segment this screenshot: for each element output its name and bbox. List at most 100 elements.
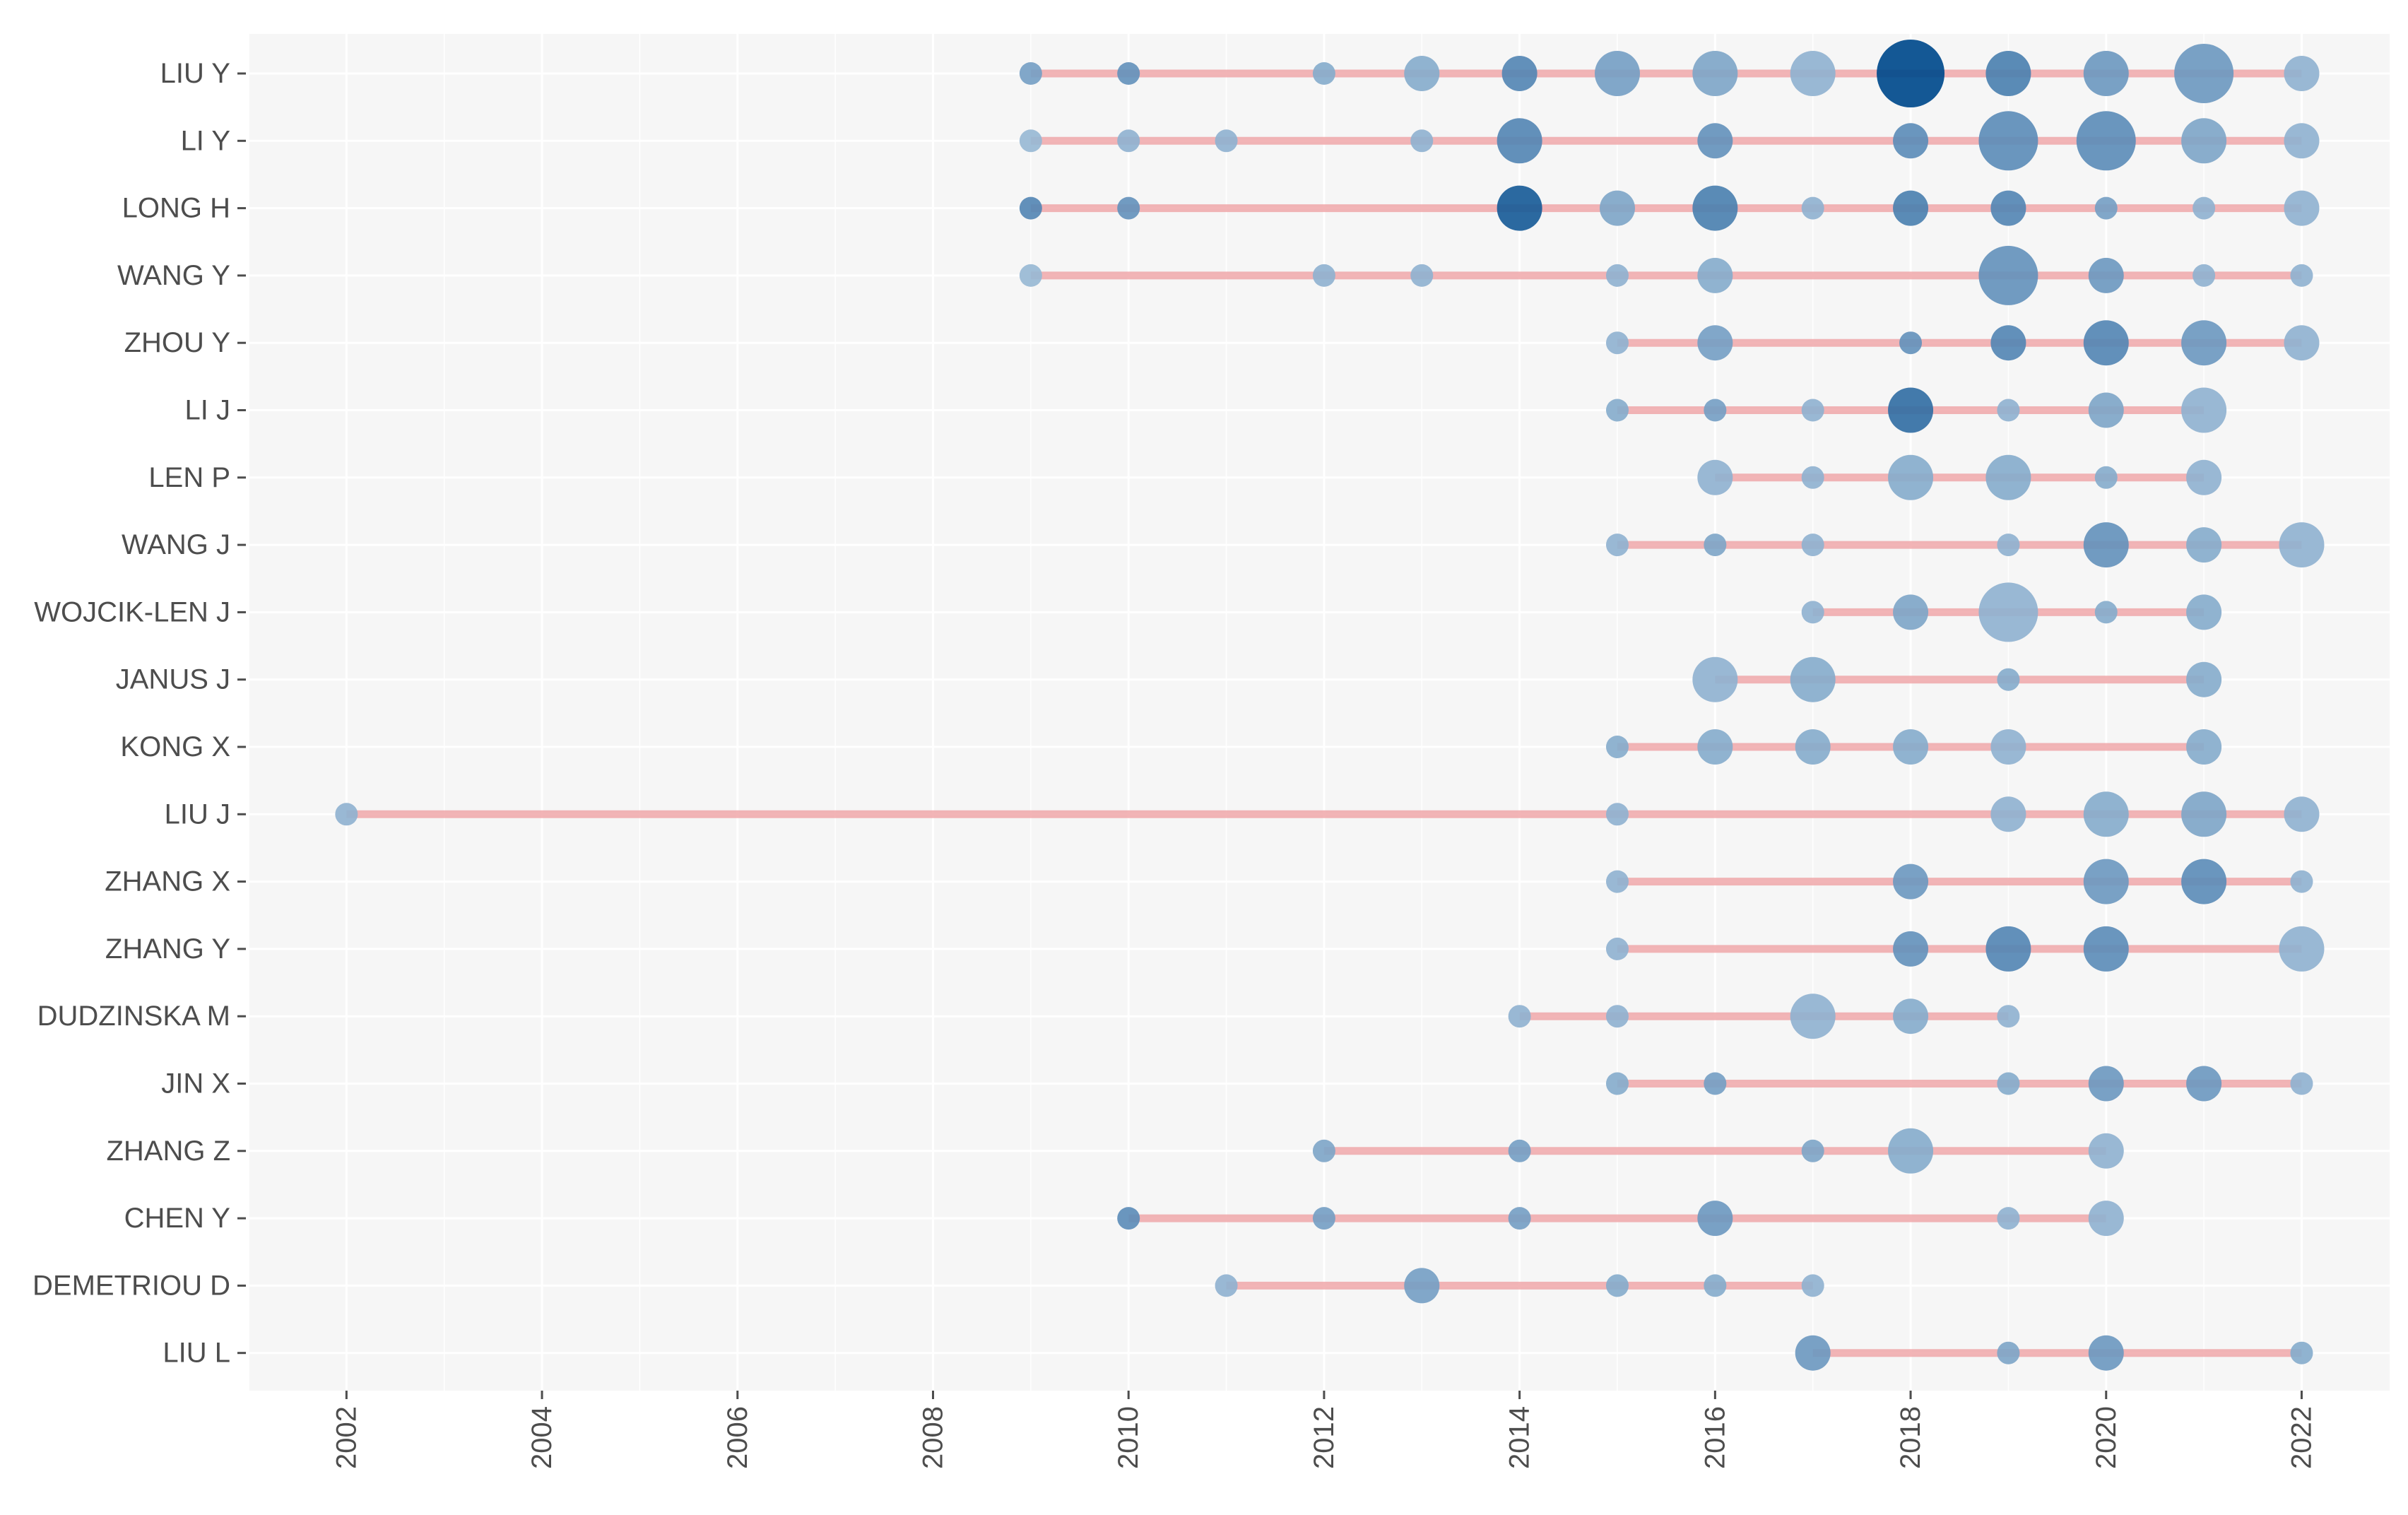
- data-point: [1978, 111, 2038, 171]
- data-point: [2083, 926, 2129, 972]
- data-point: [1985, 454, 2031, 500]
- y-tick-label: JIN X: [161, 1068, 230, 1100]
- data-point: [2186, 661, 2222, 697]
- data-point: [1997, 1072, 2020, 1095]
- data-point: [1888, 1128, 1934, 1174]
- y-tick-label: ZHANG Z: [106, 1136, 230, 1167]
- data-point: [1801, 1139, 1824, 1162]
- data-point: [1594, 51, 1640, 96]
- data-point: [1790, 51, 1836, 96]
- data-point: [1605, 870, 1629, 893]
- data-point: [2094, 196, 2118, 220]
- data-point: [1497, 185, 1542, 231]
- data-point: [1605, 1072, 1629, 1095]
- data-point: [1877, 40, 1945, 107]
- data-point: [2083, 522, 2129, 568]
- data-point: [2181, 387, 2227, 433]
- data-point: [1410, 264, 1434, 287]
- data-point: [1404, 56, 1440, 91]
- data-point: [1893, 931, 1929, 967]
- data-point: [1117, 196, 1140, 220]
- data-point: [1704, 1274, 1727, 1297]
- data-point: [1117, 62, 1140, 85]
- data-point: [1801, 196, 1824, 220]
- data-point: [1215, 129, 1238, 153]
- x-axis: 2002 2004 2006 2008 2010 2012 2014 2016 2018 2020…: [331, 1391, 2317, 1469]
- data-point: [2186, 459, 2222, 495]
- data-point: [1117, 1207, 1140, 1230]
- data-point: [2284, 796, 2320, 832]
- data-point: [2181, 320, 2227, 366]
- data-point: [1605, 803, 1629, 826]
- data-point: [1795, 729, 1831, 765]
- data-point: [1599, 190, 1635, 226]
- data-point: [1312, 1139, 1335, 1162]
- data-point: [1605, 331, 1629, 355]
- data-point: [1019, 196, 1042, 220]
- data-point: [2279, 522, 2325, 568]
- data-point: [1997, 1341, 2020, 1364]
- data-point: [1019, 129, 1042, 153]
- data-point: [1801, 1274, 1824, 1297]
- y-tick-label: JANUS J: [116, 664, 230, 695]
- data-point: [2290, 264, 2313, 287]
- data-point: [1888, 454, 1934, 500]
- data-point: [1801, 601, 1824, 624]
- x-tick-label: 2014: [1504, 1406, 1535, 1469]
- data-point: [2284, 56, 2320, 91]
- data-point: [1501, 56, 1538, 91]
- data-point: [1990, 325, 2026, 361]
- data-point: [1997, 1207, 2020, 1230]
- y-tick-label: LI Y: [181, 125, 230, 156]
- data-point: [1215, 1274, 1238, 1297]
- data-point: [1605, 534, 1629, 557]
- data-point: [1692, 185, 1738, 231]
- data-point: [2094, 601, 2118, 624]
- data-point: [1692, 51, 1738, 96]
- data-point: [1697, 123, 1733, 159]
- data-point: [1801, 534, 1824, 557]
- data-point: [1605, 1274, 1629, 1297]
- data-point: [1704, 399, 1727, 422]
- data-point: [1508, 1207, 1531, 1230]
- y-tick-label: LONG H: [122, 193, 230, 224]
- data-point: [1801, 466, 1824, 489]
- data-point: [2094, 466, 2118, 489]
- data-point: [1497, 118, 1542, 164]
- data-point: [2088, 1066, 2124, 1102]
- data-point: [1978, 582, 2038, 642]
- y-tick-label: WOJCIK-LEN J: [34, 596, 230, 627]
- data-point: [1697, 459, 1733, 495]
- data-point: [1404, 1268, 1440, 1304]
- data-point: [2192, 264, 2216, 287]
- data-point: [1704, 534, 1727, 557]
- data-point: [335, 803, 358, 826]
- data-point: [1605, 937, 1629, 960]
- y-tick-label: LI J: [185, 395, 230, 426]
- x-tick-label: 2002: [331, 1406, 362, 1469]
- data-point: [1893, 594, 1929, 630]
- y-tick-label: DEMETRIOU D: [33, 1270, 230, 1301]
- data-point: [1410, 129, 1434, 153]
- data-point: [1990, 796, 2026, 832]
- data-point: [2290, 870, 2313, 893]
- data-points: [335, 40, 2325, 1371]
- x-tick-label: 2012: [1309, 1406, 1340, 1469]
- data-point: [1605, 264, 1629, 287]
- data-point: [1790, 994, 1836, 1039]
- data-point: [2192, 196, 2216, 220]
- data-point: [1508, 1005, 1531, 1028]
- data-point: [1997, 1005, 2020, 1028]
- x-tick-label: 2022: [2286, 1406, 2317, 1469]
- y-tick-label: DUDZINSKA M: [37, 1001, 230, 1032]
- y-tick-label: WANG Y: [117, 260, 230, 291]
- x-tick-label: 2006: [722, 1406, 753, 1469]
- plot-panel: [249, 34, 2390, 1391]
- data-point: [2088, 392, 2124, 428]
- y-tick-label: ZHANG X: [105, 866, 230, 897]
- data-point: [1997, 668, 2020, 691]
- data-point: [2088, 1133, 2124, 1169]
- data-point: [1888, 387, 1934, 433]
